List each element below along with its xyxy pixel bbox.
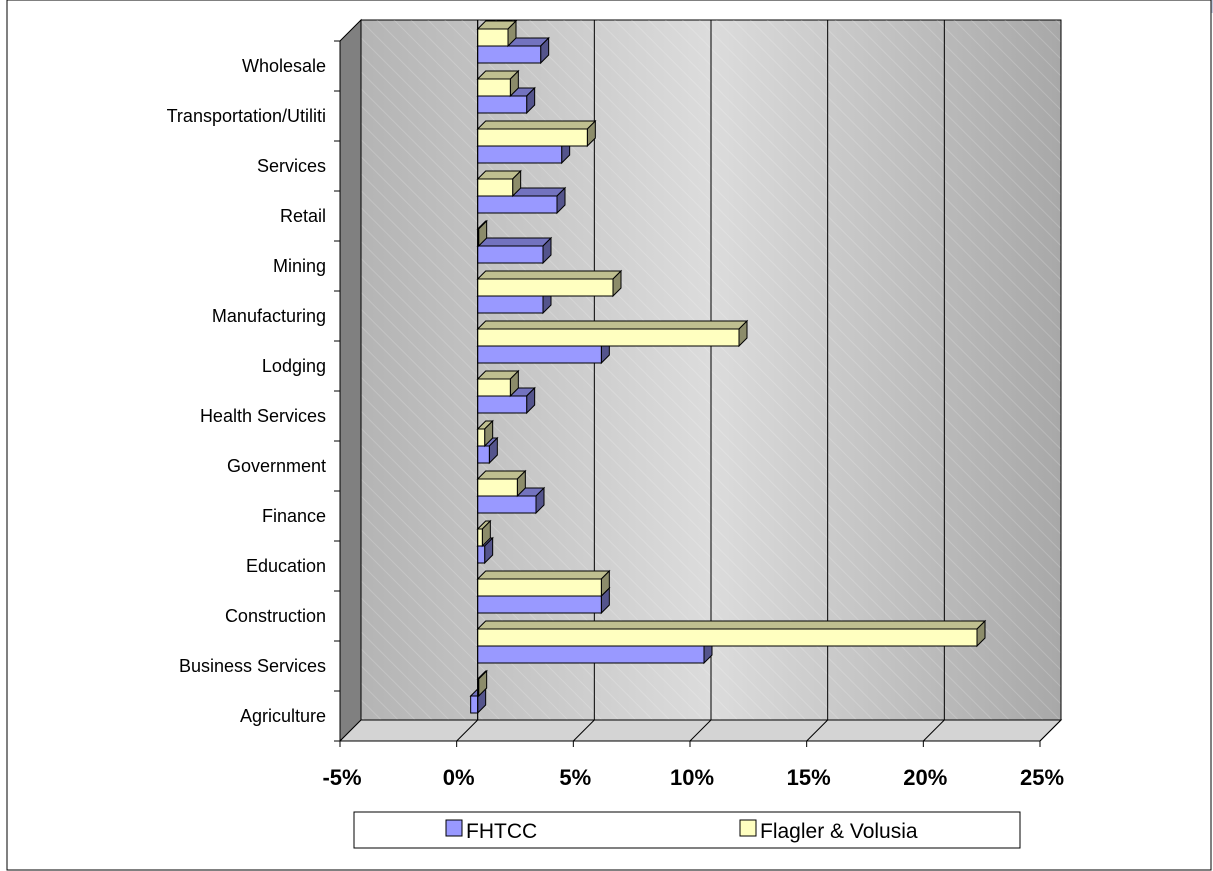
legend-box [353,811,1021,849]
bar-flagler-volusia-health-services [476,369,520,398]
category-label-government: Government [227,456,326,476]
x-tick-label-25: 25% [1020,765,1064,790]
bar-flagler-volusia-retail [476,169,522,198]
bar-fhtcc-government-front [477,445,490,464]
category-label-transportation-utiliti: Transportation/Utiliti [167,106,326,126]
bar-fhtcc-retail-front [477,195,558,214]
bar-fhtcc-lodging-front [477,345,602,364]
category-label-manufacturing: Manufacturing [212,306,326,326]
bar-flagler-volusia-education-front [477,528,483,547]
bar-fhtcc-services-front [477,145,563,164]
bar-flagler-volusia-health-services-front [477,378,511,397]
bar-fhtcc-health-services-front [477,395,528,414]
x-tick-label-5: -5% [322,765,361,790]
floor-gridline-0 [456,719,479,742]
category-label-health-services: Health Services [200,406,326,426]
category-label-agriculture: Agriculture [240,706,326,726]
bar-fhtcc-business-services-front [477,645,705,664]
bar-flagler-volusia-construction-front [477,578,602,597]
bar-fhtcc-agriculture-front [470,695,479,714]
legend-label-fhtcc: FHTCC [466,820,537,843]
category-label-wholesale: Wholesale [242,56,326,76]
legend-swatch-fhtcc [445,819,463,837]
x-tick-label-15: 15% [787,765,831,790]
bar-fhtcc-manufacturing-front [477,295,544,314]
bar-flagler-volusia-manufacturing [476,269,623,298]
side-wall [339,18,362,743]
category-label-retail: Retail [280,206,326,226]
bar-flagler-volusia-business-services [476,619,987,648]
floor-gridline-5 [572,719,595,742]
bar-flagler-volusia-manufacturing-front [477,278,614,297]
legend: FHTCC Flagler & Volusia [353,811,1021,849]
bar-flagler-volusia-lodging-front [477,328,740,347]
x-tick-label-5: 5% [559,765,591,790]
floor-gridline-20 [922,719,945,742]
bar-flagler-volusia-business-services-top [476,620,987,630]
bar-fhtcc-construction-front [477,595,602,614]
x-tick-label-10: 10% [670,765,714,790]
bar-flagler-volusia-construction-top [476,570,611,580]
bar-flagler-volusia-retail-front [477,178,514,197]
bar-flagler-volusia-wholesale [476,19,518,48]
bar-fhtcc-mining-top [476,237,553,247]
bar-fhtcc-mining [476,236,553,265]
bar-fhtcc-wholesale-front [477,45,542,64]
bar-flagler-volusia-lodging [476,319,749,348]
category-label-finance: Finance [262,506,326,526]
bar-flagler-volusia-services-top [476,120,597,130]
bar-flagler-volusia-lodging-top [476,320,749,330]
bar-flagler-volusia-government [476,419,494,448]
category-label-business-services: Business Services [179,656,326,676]
bar-flagler-volusia-services-front [477,128,588,147]
floor-gridline-15 [806,719,829,742]
category-label-mining: Mining [273,256,326,276]
bar-flagler-volusia-construction [476,569,611,598]
legend-label-flagler-volusia: Flagler & Volusia [760,820,918,843]
category-label-services: Services [257,156,326,176]
bar-flagler-volusia-finance-front [477,478,518,497]
category-label-education: Education [246,556,326,576]
bar-flagler-volusia-finance [476,469,527,498]
bar-flagler-volusia-transportation-utiliti-front [477,78,511,97]
bar-fhtcc-transportation-utiliti-front [477,95,528,114]
bar-flagler-volusia-manufacturing-top [476,270,623,280]
bar-flagler-volusia-agriculture [476,669,488,698]
x-tick-label-0: 0% [443,765,475,790]
legend-swatch-flagler-volusia [739,819,757,837]
floor-gridline-25 [1039,719,1062,742]
bar-flagler-volusia-business-services-front [477,628,978,647]
floor-gridline-10 [689,719,712,742]
x-tick-label-20: 20% [903,765,947,790]
category-label-lodging: Lodging [262,356,326,376]
bar-fhtcc-mining-front [477,245,544,264]
bar-fhtcc-education-front [477,545,486,564]
bar-fhtcc-finance-front [477,495,537,514]
bar-flagler-volusia-wholesale-front [477,28,509,47]
bar-flagler-volusia-education [476,519,492,548]
bar-flagler-volusia-services [476,119,597,148]
bar-flagler-volusia-transportation-utiliti [476,69,520,98]
category-label-construction: Construction [225,606,326,626]
bar-flagler-volusia-government-front [477,428,486,447]
